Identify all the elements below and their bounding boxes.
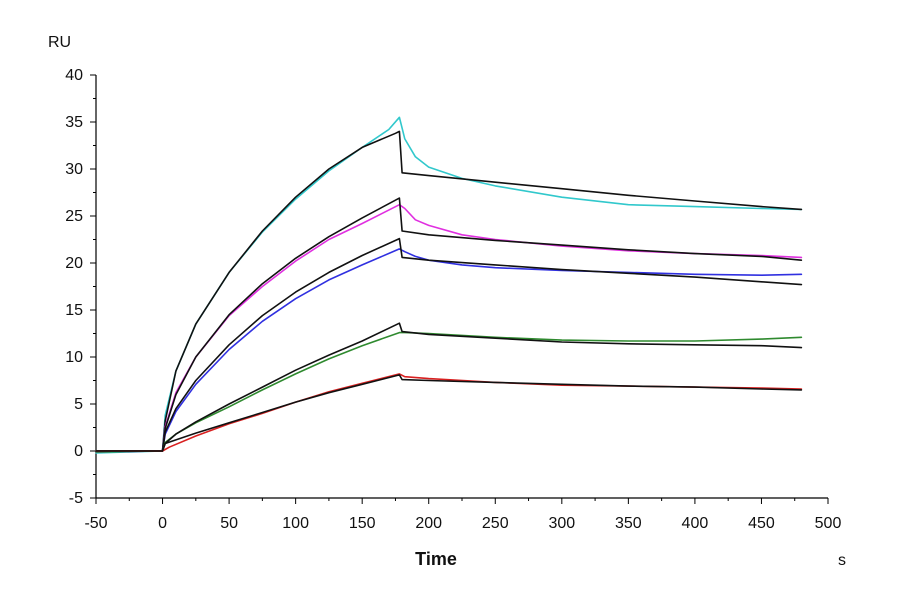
y-unit-label: RU [48, 34, 71, 51]
y-tick-label: 15 [65, 302, 83, 319]
x-tick-label: 200 [415, 515, 442, 532]
x-unit-label: s [838, 552, 846, 569]
y-tick-label: 35 [65, 114, 83, 131]
series-line-2 [95, 130, 803, 452]
series-line-9 [95, 373, 803, 452]
series-line-4 [95, 197, 803, 452]
y-tick-label: -5 [69, 490, 83, 507]
x-tick-label: 100 [282, 515, 309, 532]
series-group [95, 116, 803, 454]
y-tick-label: 10 [65, 349, 83, 366]
series-line-3 [95, 203, 803, 453]
x-tick-label: 0 [158, 515, 167, 532]
y-tick-label: 40 [65, 67, 83, 84]
series-line-10 [95, 374, 803, 452]
x-tick-label: 150 [349, 515, 376, 532]
y-tick-label: 20 [65, 255, 83, 272]
x-tick-label: 450 [748, 515, 775, 532]
y-tick-label: 25 [65, 208, 83, 225]
x-tick-label: 300 [548, 515, 575, 532]
series-line-1 [95, 116, 803, 454]
x-tick-label: 50 [220, 515, 238, 532]
x-tick-label: 400 [682, 515, 709, 532]
x-axis-title: Time [415, 549, 457, 569]
series-line-8 [95, 322, 803, 452]
y-tick-label: 5 [74, 396, 83, 413]
x-tick-label: 250 [482, 515, 509, 532]
series-line-6 [95, 237, 803, 452]
x-tick-label: -50 [84, 515, 107, 532]
x-tick-label: 500 [815, 515, 842, 532]
y-tick-label: 30 [65, 161, 83, 178]
x-tick-label: 350 [615, 515, 642, 532]
y-tick-label: 0 [74, 443, 83, 460]
